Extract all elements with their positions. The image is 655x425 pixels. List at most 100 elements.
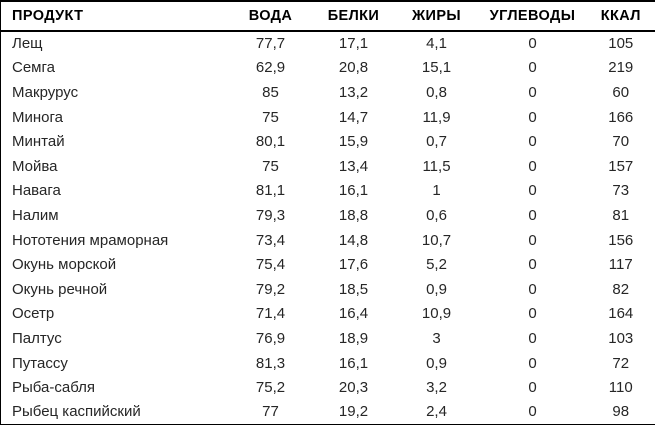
cell-product: Мойва: [12, 157, 58, 175]
cell-carbs: 0: [528, 35, 537, 53]
cell-fat: 3: [432, 329, 441, 347]
cell-water: 79,2: [255, 280, 286, 298]
table-row: Мойва 75 13,4 11,5 0 157: [1, 154, 655, 179]
cell-product: Осетр: [12, 305, 55, 323]
cell-water: 73,4: [255, 231, 286, 249]
table-row: Палтус 76,9 18,9 3 0 103: [1, 326, 655, 351]
cell-protein: 20,3: [338, 379, 369, 397]
cell-carbs: 0: [528, 354, 537, 372]
cell-protein: 16,4: [338, 305, 369, 323]
cell-kcal: 105: [608, 35, 634, 53]
table-row: Макрурус 85 13,2 0,8 0 60: [1, 80, 655, 105]
cell-water: 80,1: [255, 133, 286, 151]
column-header-product: ПРОДУКТ: [0, 1, 229, 32]
cell-fat: 0,6: [426, 206, 447, 224]
cell-carbs: 0: [528, 157, 537, 175]
cell-protein: 18,9: [338, 329, 369, 347]
column-header-water: ВОДА: [228, 1, 313, 32]
cell-water: 79,3: [255, 206, 286, 224]
cell-carbs: 0: [528, 206, 537, 224]
cell-protein: 16,1: [338, 354, 369, 372]
cell-carbs: 0: [528, 231, 537, 249]
cell-product: Навага: [12, 182, 61, 200]
cell-protein: 15,9: [338, 133, 369, 151]
cell-product: Рыба-сабля: [12, 379, 96, 397]
table-body: Лещ 77,7 17,1 4,1 0 105 Семга 62,9 20,8 …: [1, 31, 655, 425]
cell-carbs: 0: [528, 403, 537, 421]
cell-product: Налим: [12, 206, 59, 224]
cell-product: Нототения мраморная: [12, 231, 169, 249]
table-row: Семга 62,9 20,8 15,1 0 219: [1, 56, 655, 81]
cell-fat: 2,4: [426, 403, 447, 421]
table-row: Лещ 77,7 17,1 4,1 0 105: [1, 31, 655, 56]
table-row: Рыбец каспийский 77 19,2 2,4 0 98: [1, 400, 655, 425]
cell-protein: 14,8: [338, 231, 369, 249]
table-row: Минога 75 14,7 11,9 0 166: [1, 105, 655, 130]
cell-kcal: 70: [612, 133, 630, 151]
cell-protein: 13,4: [338, 157, 369, 175]
table-row: Нототения мраморная 73,4 14,8 10,7 0 156: [1, 228, 655, 253]
cell-fat: 11,5: [422, 157, 451, 175]
table-row: Осетр 71,4 16,4 10,9 0 164: [1, 302, 655, 327]
cell-water: 77,7: [255, 35, 286, 53]
cell-kcal: 219: [608, 59, 634, 77]
cell-kcal: 166: [608, 108, 634, 126]
cell-water: 81,3: [255, 354, 286, 372]
table-row: Налим 79,3 18,8 0,6 0 81: [1, 203, 655, 228]
cell-fat: 10,7: [421, 231, 452, 249]
cell-protein: 16,1: [338, 182, 369, 200]
cell-product: Семга: [12, 59, 55, 77]
column-header-kcal: ККАЛ: [586, 1, 655, 32]
cell-water: 76,9: [255, 329, 286, 347]
cell-carbs: 0: [528, 133, 537, 151]
cell-product: Макрурус: [12, 83, 79, 101]
cell-protein: 18,5: [338, 280, 369, 298]
cell-product: Окунь морской: [12, 256, 117, 274]
cell-carbs: 0: [528, 182, 537, 200]
table-row: Минтай 80,1 15,9 0,7 0 70: [1, 129, 655, 154]
cell-water: 81,1: [255, 182, 286, 200]
column-header-protein: БЕЛКИ: [312, 1, 395, 32]
cell-product: Окунь речной: [12, 280, 108, 298]
table-row: Путассу 81,3 16,1 0,9 0 72: [1, 351, 655, 376]
table-row: Рыба-сабля 75,2 20,3 3,2 0 110: [1, 375, 655, 400]
cell-carbs: 0: [528, 329, 537, 347]
cell-water: 75: [262, 108, 279, 126]
cell-kcal: 156: [608, 231, 634, 249]
table-row: Окунь морской 75,4 17,6 5,2 0 117: [1, 252, 655, 277]
header-row: ПРОДУКТ ВОДА БЕЛКИ ЖИРЫ УГЛЕВОДЫ ККАЛ: [0, 1, 655, 32]
cell-water: 75: [262, 157, 279, 175]
cell-fat: 4,1: [426, 35, 447, 53]
cell-protein: 17,1: [338, 35, 369, 53]
cell-kcal: 103: [608, 329, 634, 347]
column-header-carbs: УГЛЕВОДЫ: [478, 1, 587, 32]
cell-carbs: 0: [528, 83, 537, 101]
cell-protein: 19,2: [338, 403, 369, 421]
table-row: Окунь речной 79,2 18,5 0,9 0 82: [1, 277, 655, 302]
cell-kcal: 98: [612, 403, 630, 421]
cell-kcal: 82: [612, 280, 630, 298]
cell-kcal: 81: [612, 206, 630, 224]
cell-carbs: 0: [528, 59, 537, 77]
cell-protein: 13,2: [338, 83, 369, 101]
cell-product: Минога: [12, 108, 63, 126]
cell-product: Палтус: [12, 329, 62, 347]
cell-fat: 0,9: [426, 280, 447, 298]
cell-product: Рыбец каспийский: [12, 403, 141, 421]
cell-water: 75,2: [255, 379, 286, 397]
cell-fat: 5,2: [426, 256, 447, 274]
cell-product: Путассу: [12, 354, 68, 372]
cell-protein: 18,8: [338, 206, 369, 224]
table-header: ПРОДУКТ ВОДА БЕЛКИ ЖИРЫ УГЛЕВОДЫ ККАЛ: [0, 1, 655, 32]
cell-carbs: 0: [528, 305, 537, 323]
cell-fat: 10,9: [421, 305, 452, 323]
cell-fat: 0,7: [426, 133, 447, 151]
cell-carbs: 0: [528, 108, 537, 126]
cell-kcal: 110: [608, 379, 633, 397]
cell-protein: 17,6: [338, 256, 369, 274]
cell-kcal: 157: [608, 157, 634, 175]
column-header-fat: ЖИРЫ: [394, 1, 479, 32]
cell-carbs: 0: [528, 379, 537, 397]
